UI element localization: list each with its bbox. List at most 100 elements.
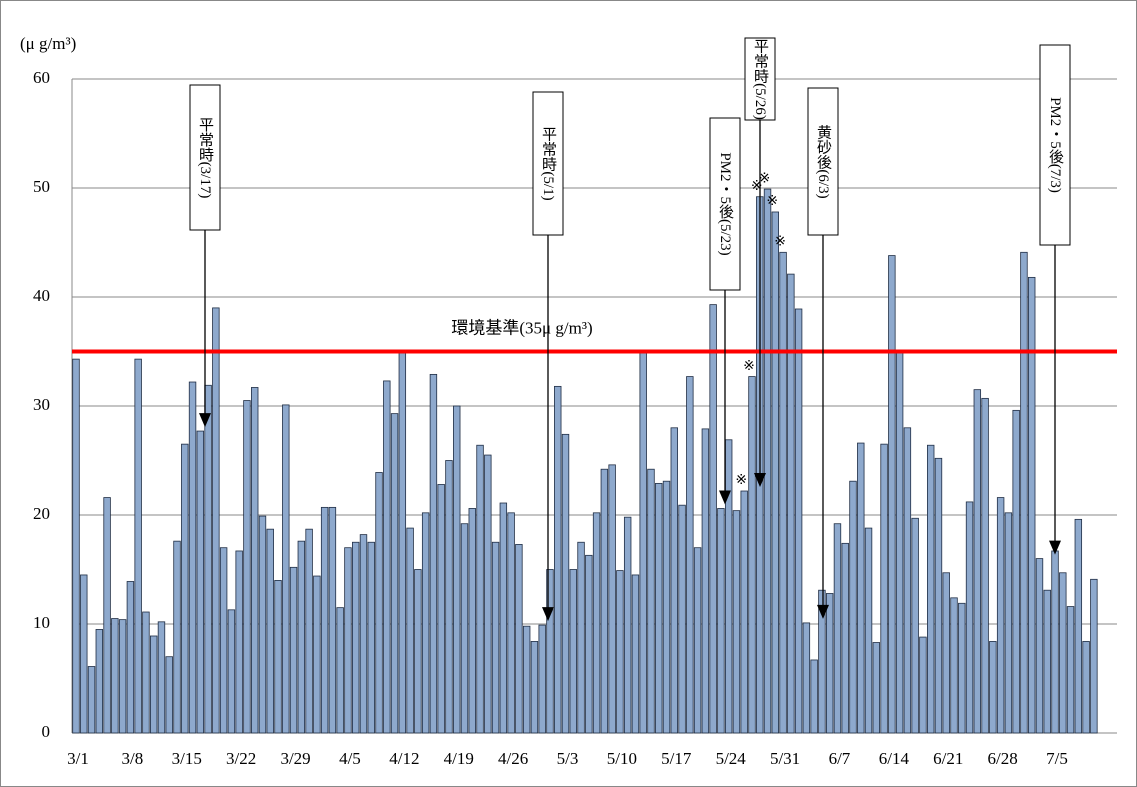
x-tick-label: 4/12	[389, 749, 419, 768]
bar	[779, 251, 787, 734]
bar	[468, 508, 476, 734]
bar	[320, 506, 329, 734]
bar	[305, 528, 313, 734]
bar	[616, 570, 624, 734]
bar	[623, 516, 632, 734]
callout-text: 平常時(5/26)	[752, 38, 769, 120]
bar	[118, 619, 127, 734]
bar	[771, 211, 779, 734]
bar	[989, 641, 997, 734]
bar	[1035, 558, 1044, 734]
callout-box	[1039, 44, 1071, 246]
bar	[398, 350, 407, 734]
bar	[546, 569, 554, 734]
bar	[701, 428, 710, 734]
bar	[507, 512, 515, 734]
note-mark: ※	[759, 171, 771, 186]
bar	[569, 569, 577, 734]
x-tick-label: 5/17	[661, 749, 692, 768]
bar	[538, 624, 546, 734]
callout-arrowhead	[817, 604, 829, 619]
bar	[911, 517, 919, 734]
bar	[833, 523, 842, 734]
y-tick-label: 50	[33, 177, 50, 196]
bar	[515, 544, 523, 734]
bar	[499, 502, 508, 734]
bar	[958, 602, 966, 734]
bar	[996, 497, 1005, 734]
y-tick-label: 20	[33, 504, 50, 523]
bar	[693, 547, 702, 734]
callout-text: PM2・5後(7/3)	[1047, 97, 1064, 193]
x-tick-label: 3/1	[67, 749, 89, 768]
callout-box	[709, 117, 741, 291]
bar	[794, 308, 803, 734]
bar	[204, 384, 212, 734]
bar	[165, 656, 173, 734]
y-tick-label: 0	[42, 722, 51, 741]
callout-box	[744, 37, 776, 121]
bar	[965, 501, 974, 734]
bar	[297, 540, 306, 734]
note-mark: ※	[735, 473, 747, 488]
bar	[157, 621, 166, 734]
bar	[678, 504, 686, 734]
x-tick-label: 3/8	[122, 749, 144, 768]
bar	[453, 405, 461, 734]
bar	[235, 550, 243, 734]
bar	[942, 572, 950, 734]
reference-label: 環境基準(35μ g/m³)	[451, 318, 592, 337]
callout-arrowhead	[1049, 540, 1061, 555]
y-tick-label: 30	[33, 395, 50, 414]
bar	[149, 635, 158, 734]
bar	[825, 593, 834, 734]
bar	[313, 575, 321, 734]
bar	[927, 444, 935, 734]
bar	[1012, 409, 1020, 734]
callout-text: 平常時(3/17)	[197, 117, 214, 199]
bar	[709, 304, 717, 734]
bar	[639, 352, 647, 734]
x-tick-label: 6/14	[879, 749, 910, 768]
bar	[142, 611, 150, 734]
bar	[134, 358, 142, 734]
bar	[126, 581, 135, 734]
bar	[258, 515, 267, 734]
bar	[266, 528, 274, 734]
bar	[1028, 276, 1036, 734]
bar	[111, 618, 119, 734]
bar	[647, 468, 655, 734]
bar	[219, 547, 228, 734]
y-tick-label: 40	[33, 286, 50, 305]
bar	[732, 510, 741, 734]
x-tick-label: 5/31	[770, 749, 800, 768]
bar	[1043, 589, 1051, 734]
callout-text: PM2・5後(5/23)	[717, 152, 734, 255]
callout-text: 平常時(5/1)	[540, 126, 557, 200]
callout-text: 黄砂後(6/3)	[815, 124, 832, 198]
note-mark: ※	[743, 359, 755, 374]
x-tick-label: 3/15	[172, 749, 202, 768]
bar	[810, 659, 818, 734]
bar	[390, 413, 399, 734]
x-tick-label: 6/21	[933, 749, 963, 768]
bar	[577, 541, 585, 734]
y-tick-label: 10	[33, 613, 50, 632]
bar	[344, 547, 352, 734]
bar	[87, 666, 96, 734]
bar	[437, 484, 445, 734]
bar	[445, 460, 453, 734]
bar	[484, 454, 492, 734]
bar	[522, 625, 531, 734]
bar	[903, 427, 912, 734]
x-tick-label: 5/3	[557, 749, 579, 768]
bar	[841, 542, 849, 734]
bar	[981, 397, 989, 734]
bar	[212, 307, 220, 734]
x-tick-label: 7/5	[1046, 749, 1068, 768]
bar	[631, 574, 640, 734]
bar	[359, 534, 368, 734]
bar	[72, 358, 80, 734]
bar	[787, 273, 795, 734]
